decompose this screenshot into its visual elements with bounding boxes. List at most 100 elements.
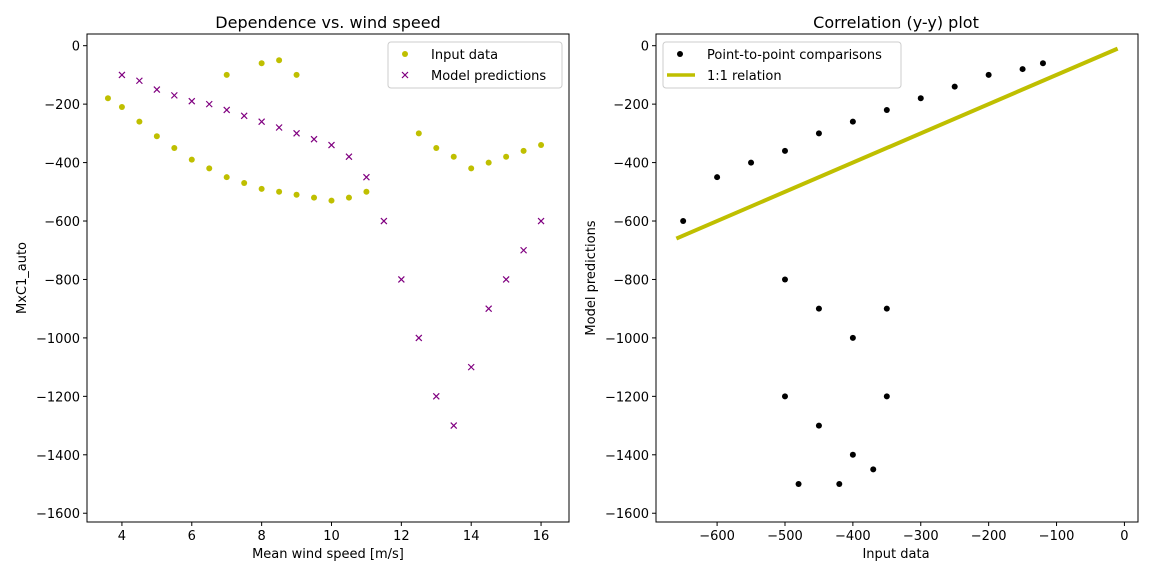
data-point-model-predictions (275, 124, 283, 131)
legend-marker-point-to-point (677, 51, 683, 57)
data-point-point-to-point-comparisons (849, 118, 856, 125)
x-tick-label: 8 (257, 529, 265, 544)
data-point-point-to-point-comparisons (1039, 60, 1046, 67)
y-tick-label: 0 (72, 40, 80, 55)
data-point-model-predictions (328, 141, 335, 149)
legend-item-one-to-one: 1:1 relation (707, 69, 782, 84)
y-tick-label: −1000 (36, 332, 80, 347)
data-point-input-data (345, 194, 352, 201)
data-point-model-predictions (397, 276, 405, 283)
data-point-input-data (241, 180, 248, 187)
chart-wind-speed-xlabel: Mean wind speed [m/s] (252, 547, 404, 562)
data-point-point-to-point-comparisons (795, 481, 802, 488)
data-point-input-data (104, 95, 111, 102)
data-point-point-to-point-comparisons (849, 334, 856, 341)
chart-wind-speed-frame (86, 33, 570, 523)
data-point-model-predictions (537, 217, 545, 225)
data-point-input-data (276, 188, 283, 195)
chart-correlation-xlabel: Input data (862, 547, 929, 562)
data-point-model-predictions (485, 305, 493, 313)
x-tick-label: 12 (393, 529, 410, 544)
data-point-model-predictions (310, 135, 318, 143)
data-point-model-predictions (240, 112, 248, 120)
data-point-point-to-point-comparisons (714, 174, 721, 181)
chart-wind-speed-ticks: 4 6 8 10 12 14 16 0 −200 −400 −600 −800 −1000 −1200 −1… (36, 40, 549, 544)
data-point-input-data (223, 71, 230, 78)
legend-item-input-data: Input data (431, 48, 498, 63)
y-tick-label: −800 (44, 273, 80, 288)
data-point-input-data (276, 57, 283, 64)
data-point-point-to-point-comparisons (883, 305, 890, 312)
data-point-input-data (293, 191, 300, 198)
data-point-model-predictions (153, 86, 161, 93)
data-point-input-data (538, 142, 545, 149)
x-tick-label: −100 (1039, 529, 1075, 544)
data-point-point-to-point-comparisons (781, 276, 788, 283)
chart-correlation-ticks: −600 −500 −400 −300 −200 −100 00−200−400−600−8… (605, 40, 1129, 544)
x-tick-label: −200 (971, 529, 1007, 544)
data-point-point-to-point-comparisons (748, 159, 755, 166)
data-point-point-to-point-comparisons (985, 71, 992, 78)
y-tick-label: −400 (613, 157, 649, 172)
data-point-model-predictions (188, 97, 196, 105)
data-point-input-data (311, 194, 318, 201)
data-point-model-predictions (520, 246, 528, 254)
y-tick-label: −1200 (36, 390, 80, 405)
legend-marker-input-data (402, 51, 408, 57)
data-point-input-data (503, 153, 510, 160)
chart-correlation: −600 −500 −400 −300 −200 −100 00−200−400−600−8… (584, 13, 1139, 562)
data-point-input-data (363, 188, 370, 195)
y-tick-label: −200 (44, 98, 80, 113)
chart-wind-speed-legend: Input data Model predictions (387, 41, 563, 89)
data-point-model-predictions (258, 118, 266, 126)
data-point-input-data (153, 133, 160, 140)
data-point-model-predictions (502, 276, 510, 283)
y-tick-label: −400 (44, 157, 80, 172)
chart-correlation-ylabel: Model predictions (584, 220, 599, 335)
data-point-input-data (328, 197, 335, 204)
data-point-input-data (433, 144, 440, 151)
chart-correlation-frame (655, 33, 1139, 523)
y-tick-label: 0 (641, 40, 649, 55)
data-point-input-data (171, 144, 178, 151)
legend-item-point-to-point: Point-to-point comparisons (707, 48, 882, 63)
x-tick-label: 6 (188, 529, 196, 544)
data-point-input-data (450, 153, 457, 160)
data-point-input-data (485, 159, 492, 166)
data-point-input-data (415, 130, 422, 137)
x-tick-label: −600 (699, 529, 735, 544)
chart-correlation-legend: Point-to-point comparisons 1:1 relation (662, 41, 902, 89)
data-point-model-predictions (380, 217, 388, 225)
x-tick-label: −300 (903, 529, 939, 544)
data-point-point-to-point-comparisons (781, 147, 788, 154)
x-tick-label: 14 (463, 529, 480, 544)
data-point-point-to-point-comparisons (781, 393, 788, 400)
data-point-point-to-point-comparisons (836, 481, 843, 488)
data-point-point-to-point-comparisons (815, 305, 822, 312)
data-point-input-data (258, 185, 265, 192)
chart-wind-speed-title: Dependence vs. wind speed (215, 13, 440, 32)
y-tick-label: −600 (613, 215, 649, 230)
data-point-model-predictions (415, 334, 423, 342)
data-point-model-predictions (293, 129, 300, 137)
data-point-model-predictions (467, 363, 475, 371)
y-tick-label: −600 (44, 215, 80, 230)
data-point-point-to-point-comparisons (883, 393, 890, 400)
data-point-model-predictions (450, 422, 458, 429)
data-point-input-data (468, 165, 475, 172)
y-tick-label: −1400 (36, 449, 80, 464)
data-point-input-data (118, 104, 125, 111)
data-point-point-to-point-comparisons (870, 466, 877, 473)
series-line-1-1-relation (675, 46, 1119, 241)
y-tick-label: −200 (613, 98, 649, 113)
data-point-input-data (223, 174, 230, 181)
legend-marker-model-predictions (401, 71, 409, 79)
data-point-point-to-point-comparisons (883, 106, 890, 113)
x-tick-label: 0 (1120, 529, 1128, 544)
data-point-point-to-point-comparisons (917, 95, 924, 102)
data-point-input-data (293, 71, 300, 78)
data-point-model-predictions (205, 100, 213, 108)
chart-correlation-title: Correlation (y-y) plot (813, 13, 979, 32)
data-point-point-to-point-comparisons (951, 83, 958, 90)
